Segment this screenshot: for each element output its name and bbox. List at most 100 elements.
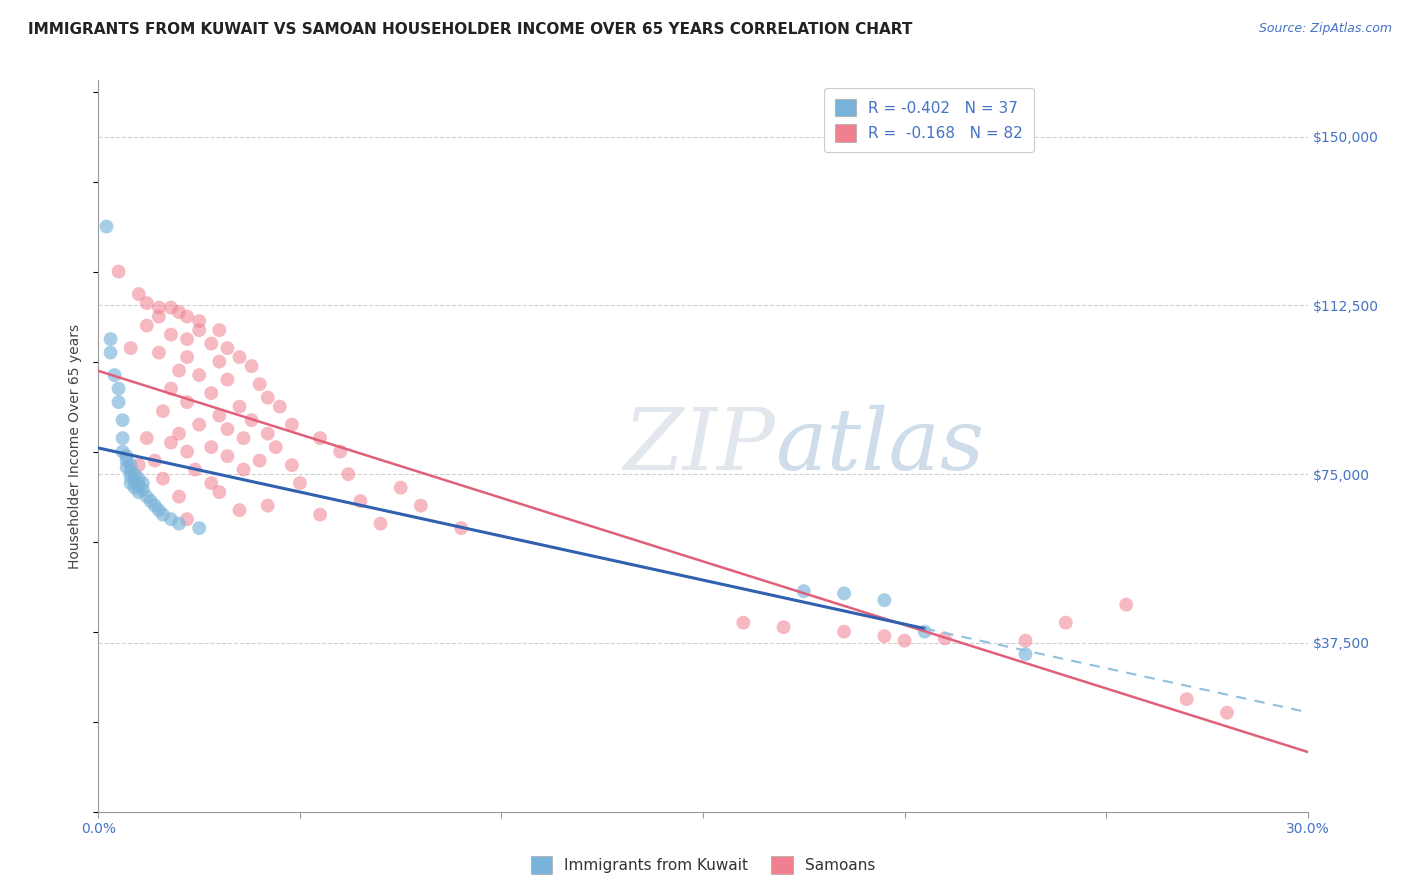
Point <box>269 400 291 414</box>
Point <box>176 332 198 346</box>
Point <box>128 472 150 486</box>
Point <box>832 586 855 600</box>
Point <box>148 310 170 324</box>
Point <box>329 444 352 458</box>
Point <box>132 476 155 491</box>
Point <box>240 413 263 427</box>
Text: IMMIGRANTS FROM KUWAIT VS SAMOAN HOUSEHOLDER INCOME OVER 65 YEARS CORRELATION CH: IMMIGRANTS FROM KUWAIT VS SAMOAN HOUSEHO… <box>28 22 912 37</box>
Point <box>135 431 157 445</box>
Point <box>120 469 142 483</box>
Point <box>176 444 198 458</box>
Point <box>107 382 129 396</box>
Point <box>281 458 304 472</box>
Point <box>370 516 392 531</box>
Point <box>100 332 122 346</box>
Point <box>208 354 231 368</box>
Point <box>143 499 166 513</box>
Point <box>120 476 142 491</box>
Point <box>148 301 170 315</box>
Point <box>148 345 170 359</box>
Point <box>208 323 231 337</box>
Point <box>184 462 207 476</box>
Point <box>409 499 432 513</box>
Point <box>135 318 157 333</box>
Point <box>188 368 211 383</box>
Point <box>228 400 250 414</box>
Point <box>232 462 254 476</box>
Point <box>135 490 157 504</box>
Point <box>111 444 134 458</box>
Point <box>309 431 332 445</box>
Point <box>160 382 183 396</box>
Point <box>188 521 211 535</box>
Point <box>167 516 190 531</box>
Point <box>1175 692 1198 706</box>
Point <box>120 465 142 479</box>
Point <box>389 481 412 495</box>
Point <box>337 467 360 482</box>
Point <box>249 377 271 392</box>
Point <box>124 467 146 482</box>
Point <box>349 494 371 508</box>
Point <box>132 483 155 497</box>
Point <box>208 409 231 423</box>
Point <box>160 301 183 315</box>
Point <box>309 508 332 522</box>
Point <box>217 373 239 387</box>
Point <box>217 449 239 463</box>
Point <box>111 413 134 427</box>
Point <box>188 417 211 432</box>
Point <box>143 453 166 467</box>
Point <box>256 391 278 405</box>
Point <box>1216 706 1239 720</box>
Point <box>148 503 170 517</box>
Point <box>832 624 855 639</box>
Legend: Immigrants from Kuwait, Samoans: Immigrants from Kuwait, Samoans <box>524 850 882 880</box>
Point <box>115 453 138 467</box>
Point <box>893 633 915 648</box>
Point <box>176 350 198 364</box>
Point <box>200 440 222 454</box>
Point <box>120 458 142 472</box>
Point <box>793 584 815 599</box>
Point <box>733 615 755 630</box>
Point <box>128 458 150 472</box>
Point <box>124 474 146 488</box>
Point <box>135 296 157 310</box>
Point <box>152 508 174 522</box>
Point <box>100 345 122 359</box>
Point <box>128 485 150 500</box>
Point <box>1014 647 1036 661</box>
Point <box>873 593 896 607</box>
Point <box>281 417 304 432</box>
Point <box>228 503 250 517</box>
Point <box>256 499 278 513</box>
Point <box>96 219 118 234</box>
Point <box>167 305 190 319</box>
Point <box>200 476 222 491</box>
Point <box>240 359 263 373</box>
Point <box>176 512 198 526</box>
Point <box>139 494 162 508</box>
Point <box>107 264 129 278</box>
Point <box>232 431 254 445</box>
Point <box>914 624 936 639</box>
Point <box>128 287 150 301</box>
Legend: R = -0.402   N = 37, R =  -0.168   N = 82: R = -0.402 N = 37, R = -0.168 N = 82 <box>824 88 1033 153</box>
Point <box>288 476 311 491</box>
Point <box>160 327 183 342</box>
Text: ZIP: ZIP <box>624 405 776 487</box>
Point <box>1054 615 1077 630</box>
Point <box>103 368 125 383</box>
Point <box>152 472 174 486</box>
Point <box>1014 633 1036 648</box>
Point <box>228 350 250 364</box>
Point <box>167 363 190 377</box>
Point <box>188 323 211 337</box>
Point <box>176 395 198 409</box>
Point <box>115 460 138 475</box>
Point <box>167 490 190 504</box>
Point <box>256 426 278 441</box>
Point <box>152 404 174 418</box>
Point <box>160 512 183 526</box>
